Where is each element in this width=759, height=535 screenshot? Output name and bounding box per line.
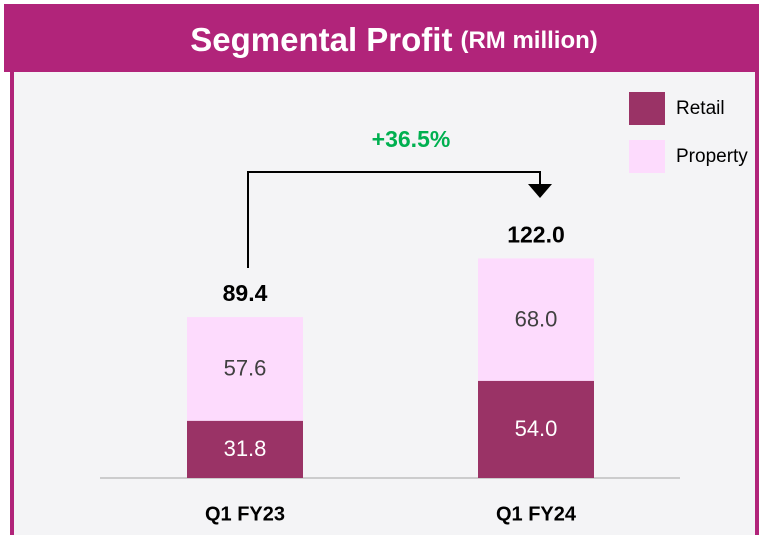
bar-segment: [187, 317, 303, 421]
title-text: Segmental Profit: [190, 21, 452, 58]
growth-annotation: +36.5%: [372, 126, 451, 152]
x-tick-label: Q1 FY24: [496, 503, 577, 525]
bar-segment: [478, 380, 594, 478]
unit-label: (RM million): [460, 27, 597, 54]
legend-label: Retail: [676, 98, 725, 119]
growth-arrow: [247, 171, 541, 268]
left-border: [10, 72, 14, 535]
right-border: [755, 72, 759, 535]
value-label: 57.6: [224, 356, 267, 381]
value-label: 54.0: [515, 416, 558, 441]
x-tick-label: Q1 FY23: [205, 503, 285, 525]
bar-segment: [187, 420, 303, 478]
value-label: 68.0: [515, 306, 558, 331]
bar-segment: [478, 258, 594, 381]
arrow-head: [528, 184, 552, 198]
total-label: 89.4: [223, 280, 268, 306]
total-label: 122.0: [507, 221, 565, 247]
legend-label: Property: [676, 146, 748, 167]
legend-swatch: [629, 92, 665, 125]
header-band: [4, 4, 759, 72]
chart-title: Segmental Profit (RM million): [190, 21, 598, 58]
legend-swatch: [629, 140, 665, 173]
value-label: 31.8: [224, 436, 267, 461]
